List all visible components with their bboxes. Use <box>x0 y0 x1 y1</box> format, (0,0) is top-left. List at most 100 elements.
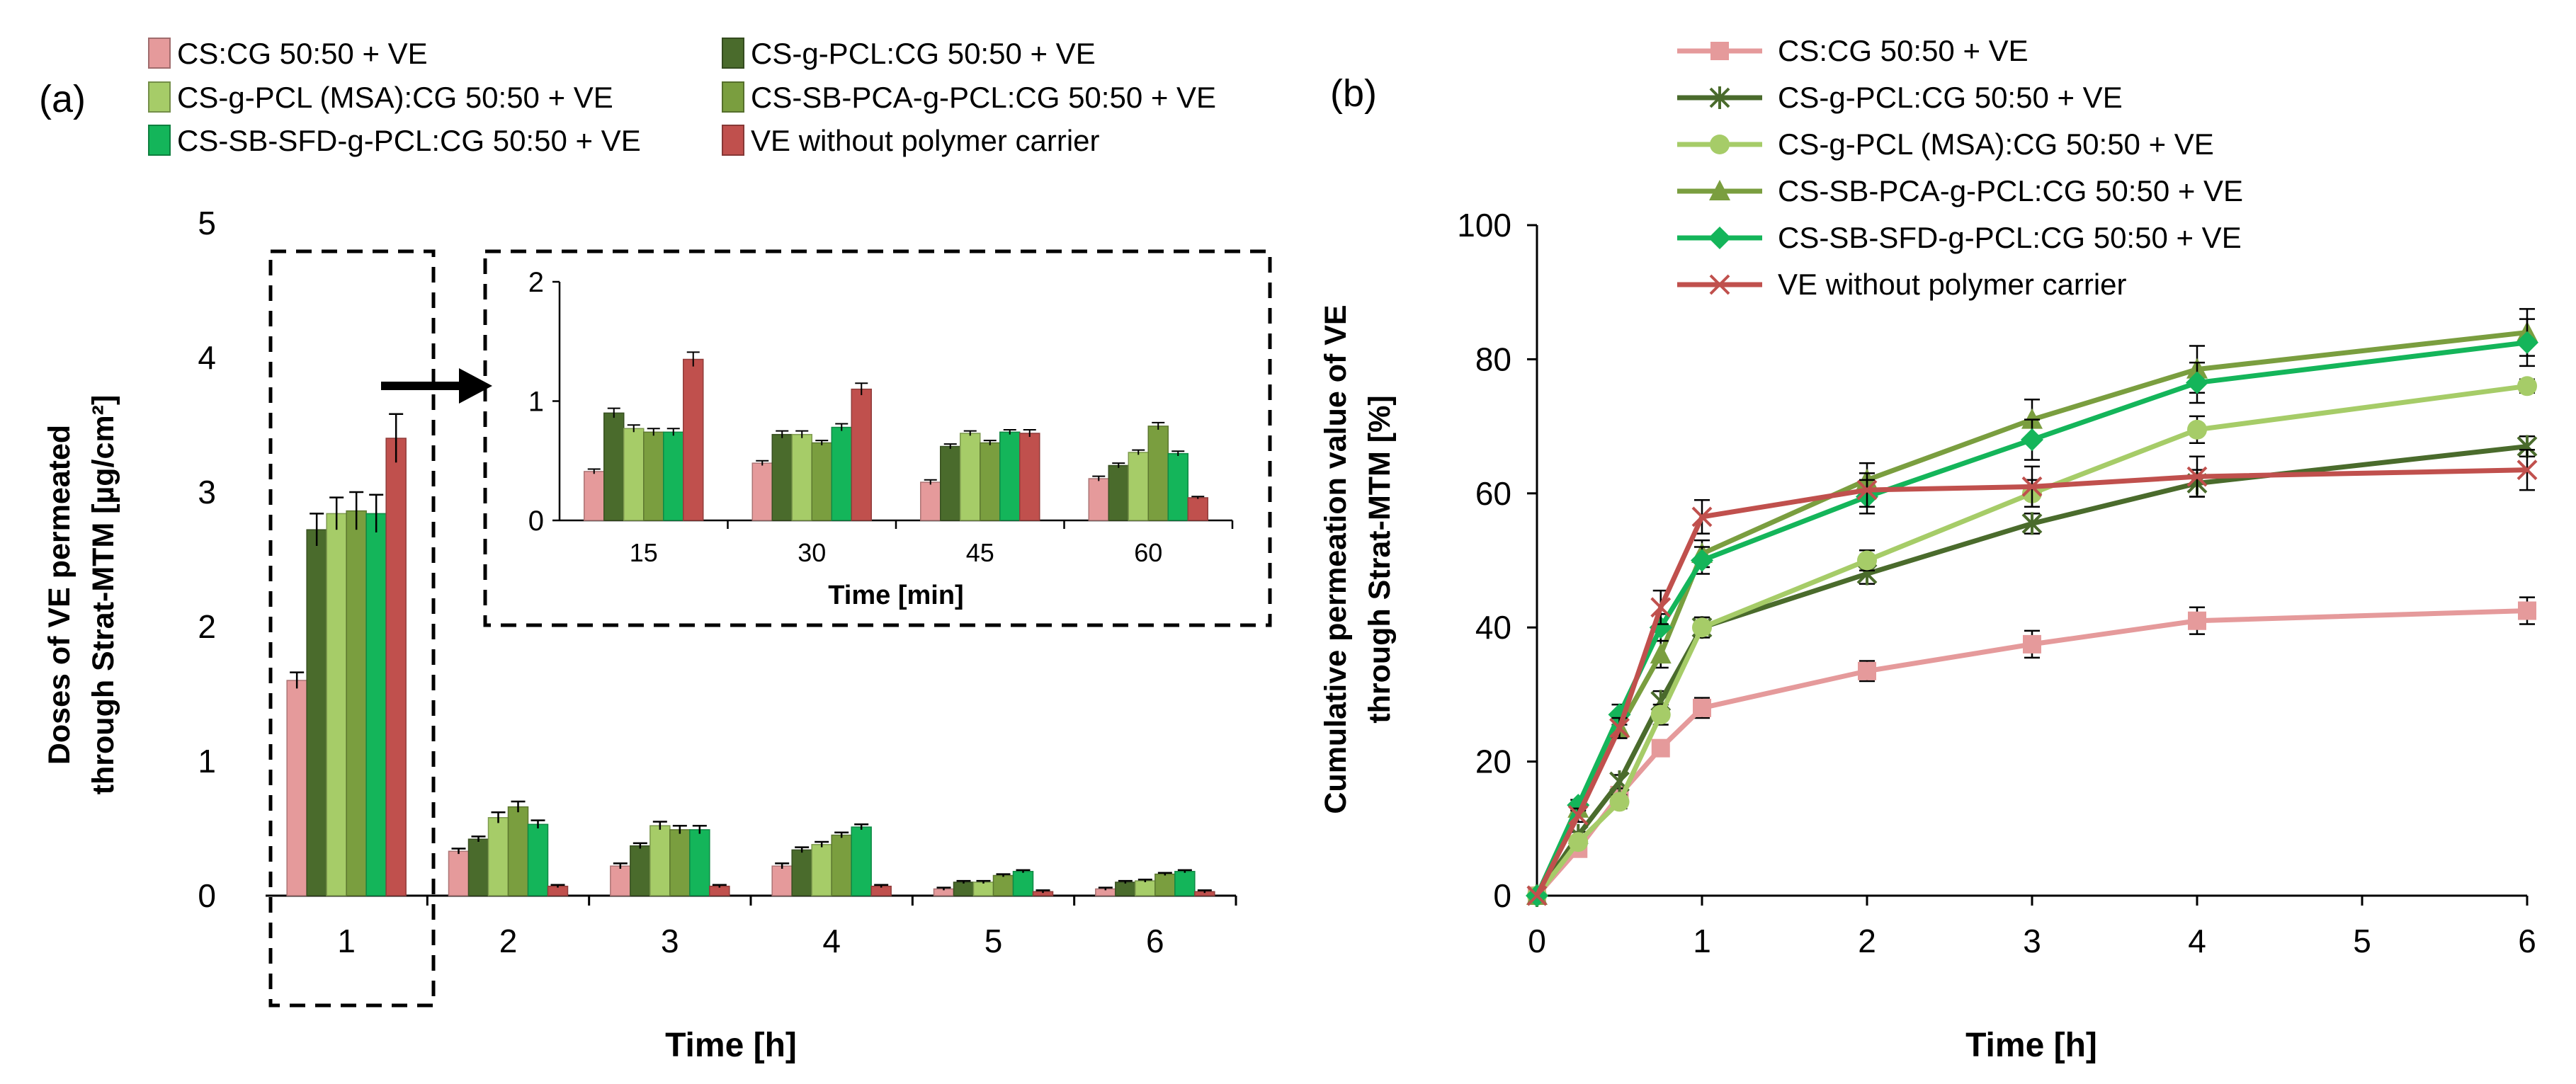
data-point <box>1609 792 1630 812</box>
legend-swatch <box>722 38 744 69</box>
hour-1-highlight-box <box>268 249 436 1008</box>
panel-b-x-tick-label: 3 <box>2023 923 2041 959</box>
panel-a-y-tick-label: 4 <box>198 339 216 376</box>
inset-bar <box>940 445 961 521</box>
legend-label: CS-SB-SFD-g-PCL:CG 50:50 + VE <box>177 124 641 157</box>
panel-b-y-tick-label: 100 <box>1457 207 1511 244</box>
legend-marker <box>1709 274 1730 295</box>
inset-bar <box>1187 497 1208 521</box>
panel-b-y-tick-label: 80 <box>1475 341 1511 377</box>
inset-bar <box>1167 452 1188 521</box>
data-point <box>2023 634 2041 654</box>
inset-bar <box>623 428 645 521</box>
inset-bar <box>683 358 704 521</box>
bar <box>286 680 307 896</box>
bar <box>870 885 892 896</box>
data-point <box>1693 698 1711 717</box>
panel-a-y-tick-label: 0 <box>198 877 216 914</box>
panel-b-x-axis-label: Time [h] <box>1965 1027 2097 1064</box>
bar <box>791 849 812 896</box>
inset-bar <box>751 462 773 521</box>
data-point <box>1691 549 1713 572</box>
inset-bar <box>1108 464 1129 521</box>
bar <box>467 838 489 896</box>
panel-a-x-axis-label: Time [h] <box>665 1027 797 1064</box>
data-point <box>1568 832 1589 852</box>
bar <box>992 874 1014 896</box>
inset-bar <box>920 481 941 521</box>
legend-label: CS:CG 50:50 + VE <box>1778 34 2029 67</box>
bar <box>831 834 852 896</box>
inset-bar <box>831 426 852 521</box>
bar <box>507 806 529 896</box>
bar <box>1174 871 1196 896</box>
panel-b-series <box>1526 308 2538 907</box>
inset-bar <box>603 412 625 521</box>
series-3 <box>1526 308 2538 905</box>
legend-swatch <box>148 81 171 113</box>
data-point <box>2187 419 2207 440</box>
panel-b-x-tick-label: 6 <box>2518 923 2536 959</box>
bar <box>709 885 730 896</box>
panel-b-x-tick-label: 1 <box>1693 923 1711 959</box>
bar <box>385 438 407 896</box>
legend-label: VE without polymer carrier <box>751 124 1100 157</box>
panel-b-label: (b) <box>1330 72 1377 115</box>
bar <box>649 825 671 896</box>
data-point <box>1856 479 1878 501</box>
panel-b-axes: 0 20 40 60 80 100 0 1 2 3 4 5 6 <box>1457 207 2536 959</box>
inset-bar <box>1147 426 1169 521</box>
bar <box>851 826 872 896</box>
data-point <box>1650 704 1671 725</box>
inset-bar <box>851 388 872 521</box>
inset-y-tick-label: 2 <box>528 267 544 298</box>
data-point <box>1567 804 1589 826</box>
panel-a-legend: CS:CG 50:50 + VE CS-g-PCL:CG 50:50 + VE CS… <box>148 37 1216 157</box>
legend-label: CS-g-PCL:CG 50:50 + VE <box>1778 81 2123 114</box>
panel-a-x-tick-label: 1 <box>337 923 356 959</box>
bar <box>1154 873 1176 896</box>
legend-label: CS-SB-PCA-g-PCL:CG 50:50 + VE <box>1778 174 2243 207</box>
inset-bar <box>584 471 605 521</box>
bar <box>1012 871 1034 896</box>
series-0 <box>1528 596 2536 905</box>
data-point <box>2517 460 2538 481</box>
bar <box>487 817 509 896</box>
data-point <box>2188 611 2206 630</box>
panel-a-x-tick-label: 3 <box>661 923 679 959</box>
inset-bar <box>999 431 1021 521</box>
data-point <box>1858 661 1876 680</box>
legend-marker <box>1708 227 1731 249</box>
panel-b-line-chart: (b) CS:CG 50:50 + VE CS-g-PCL:CG 50:50 + … <box>1319 34 2538 1064</box>
zoom-arrow-head <box>459 368 492 404</box>
data-point <box>2517 376 2537 396</box>
panel-a-x-tick-label: 6 <box>1146 923 1164 959</box>
bar <box>365 513 387 896</box>
panel-a-label: (a) <box>39 78 86 120</box>
legend-label: VE without polymer carrier <box>1778 268 2127 301</box>
panel-a-x-tick-label: 5 <box>985 923 1003 959</box>
legend-label: CS-SB-SFD-g-PCL:CG 50:50 + VE <box>1778 221 2242 254</box>
legend-marker <box>1709 180 1730 200</box>
panel-b-legend: CS:CG 50:50 + VE CS-g-PCL:CG 50:50 + VE CS… <box>1677 34 2243 301</box>
panel-b-y-tick-label: 60 <box>1475 475 1511 512</box>
inset-bar <box>791 433 812 521</box>
inset-x-tick-label: 45 <box>966 538 994 567</box>
data-point <box>2021 512 2043 535</box>
inset-dashed-frame <box>483 249 1272 627</box>
data-point <box>1857 550 1877 571</box>
legend-marker <box>1710 42 1729 60</box>
bar <box>689 829 710 896</box>
inset-bar <box>1128 452 1149 521</box>
bar <box>547 885 569 896</box>
bar <box>527 823 549 896</box>
inset-bar <box>771 433 793 521</box>
panel-a-y-tick-label: 5 <box>198 205 216 241</box>
legend-marker <box>1710 135 1730 154</box>
inset-bar <box>1019 433 1040 521</box>
legend-label: CS:CG 50:50 + VE <box>177 37 428 70</box>
bar <box>972 882 994 896</box>
series-5 <box>1526 448 2538 906</box>
legend-swatch <box>148 125 171 156</box>
